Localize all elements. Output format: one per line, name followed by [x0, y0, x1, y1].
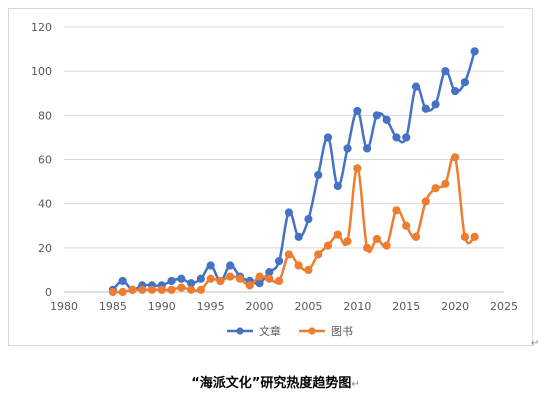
data-point [284, 208, 293, 217]
series-line-0 [111, 50, 476, 292]
data-point [411, 232, 421, 241]
y-tick-label: 100 [31, 65, 52, 78]
data-point [353, 106, 362, 116]
data-point [333, 181, 342, 191]
data-point [382, 115, 391, 124]
data-point [284, 250, 293, 259]
data-point [441, 67, 450, 76]
data-point [187, 285, 196, 294]
data-point [451, 86, 460, 96]
data-point [343, 144, 352, 153]
data-point [392, 206, 401, 215]
data-point [343, 237, 352, 246]
data-point [314, 170, 323, 180]
y-tick-label: 40 [38, 198, 52, 211]
data-point [372, 234, 381, 244]
data-point [167, 276, 176, 286]
data-point [431, 100, 440, 109]
figure-caption: “海派文化”研究热度趋势图 [191, 376, 352, 391]
data-point [157, 285, 166, 294]
data-point [411, 82, 421, 91]
data-point [118, 287, 127, 297]
data-point [128, 285, 137, 294]
data-point [196, 274, 205, 283]
x-tick-label: 2025 [490, 300, 518, 313]
data-point [226, 261, 235, 270]
data-point [304, 265, 313, 275]
y-tick-label: 0 [45, 286, 52, 299]
data-point [372, 111, 381, 120]
data-point [294, 232, 303, 241]
data-point [294, 261, 303, 270]
data-point [245, 281, 254, 290]
x-tick-label: 1985 [99, 300, 127, 313]
data-point [363, 144, 372, 153]
data-point [421, 197, 430, 206]
x-tick-label: 1990 [148, 300, 176, 313]
data-point [108, 287, 117, 297]
data-point [275, 256, 284, 266]
data-point [177, 283, 186, 292]
x-tick-label: 2005 [294, 300, 322, 313]
data-point [167, 285, 176, 294]
y-tick-label: 60 [38, 154, 52, 167]
data-point [353, 164, 362, 173]
data-point [431, 184, 440, 193]
data-point [304, 215, 313, 224]
legend-marker [308, 327, 316, 335]
x-tick-label: 2010 [343, 300, 371, 313]
data-point [470, 47, 479, 56]
data-point [402, 221, 411, 230]
paragraph-mark: ↵ [351, 379, 360, 390]
data-point [363, 243, 372, 252]
data-point [206, 261, 215, 270]
legend-label: 图书 [331, 325, 353, 338]
data-point [382, 241, 391, 250]
chart-frame: 0 20 40 60 80 100 120 1980 1985 1990 1995 2000 2005 2… [8, 8, 533, 346]
x-tick-label: 1980 [50, 300, 78, 313]
data-point [441, 179, 450, 188]
data-point [323, 133, 333, 142]
data-point [333, 230, 342, 239]
y-tick-label: 20 [38, 242, 52, 255]
data-point [196, 285, 205, 294]
x-tick-label: 2020 [441, 300, 469, 313]
legend-label: 文章 [259, 324, 281, 338]
data-point [392, 133, 401, 142]
data-point [235, 274, 245, 283]
y-tick-label: 80 [38, 109, 52, 122]
x-tick-label: 1995 [197, 300, 225, 313]
data-point [255, 279, 264, 288]
x-tick-label: 2015 [392, 300, 420, 313]
y-tick-label: 120 [31, 21, 52, 34]
paragraph-mark: ↵ [531, 338, 540, 349]
data-point [275, 276, 284, 286]
data-point [323, 241, 333, 250]
data-point [421, 104, 430, 113]
data-point [206, 274, 215, 283]
data-point [147, 285, 157, 294]
data-point [402, 133, 411, 142]
data-point [460, 232, 469, 241]
data-point [187, 279, 196, 288]
line-chart: 0 20 40 60 80 100 120 1980 1985 1990 1995 2000 2005 2… [31, 21, 518, 338]
data-point [314, 250, 323, 259]
data-point [118, 276, 127, 286]
data-point [470, 232, 479, 241]
data-point [451, 153, 460, 162]
data-point [226, 272, 235, 281]
data-point [177, 274, 186, 283]
data-point [265, 274, 274, 283]
data-point [255, 272, 264, 281]
data-point [265, 268, 274, 277]
data-point [216, 276, 225, 286]
x-tick-label: 2000 [246, 300, 274, 313]
legend-marker [236, 327, 244, 335]
data-point [138, 285, 147, 294]
data-point [460, 78, 469, 87]
